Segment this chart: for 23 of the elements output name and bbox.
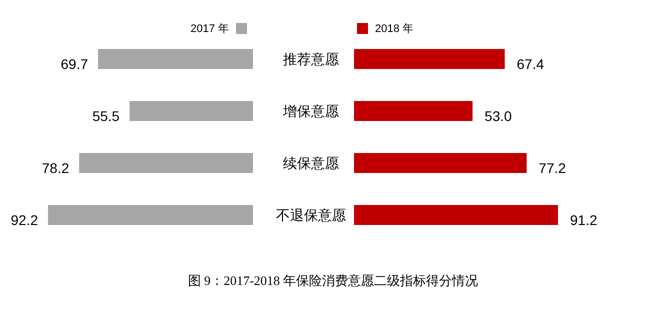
bar bbox=[79, 153, 253, 173]
legend-label: 2017 年 bbox=[190, 22, 229, 36]
bar bbox=[48, 205, 253, 225]
data-label: 78.2 bbox=[42, 160, 70, 176]
data-label: 67.4 bbox=[516, 56, 544, 72]
data-label: 53.0 bbox=[484, 108, 512, 124]
y-tick-label: 续保意愿 bbox=[283, 155, 339, 171]
y-tick-label: 增保意愿 bbox=[282, 103, 339, 119]
bar bbox=[130, 101, 253, 121]
data-label: 92.2 bbox=[10, 212, 38, 228]
legend-label: 2018 年 bbox=[375, 22, 414, 36]
data-label: 91.2 bbox=[570, 212, 598, 228]
y-tick-label: 不退保意愿 bbox=[276, 207, 346, 223]
y-tick-label: 推荐意愿 bbox=[283, 51, 339, 67]
data-label: 77.2 bbox=[538, 160, 566, 176]
data-label: 69.7 bbox=[60, 56, 88, 72]
bar bbox=[354, 101, 473, 121]
data-label: 55.5 bbox=[92, 108, 120, 124]
bar bbox=[354, 205, 558, 225]
bar bbox=[98, 49, 253, 69]
bar bbox=[354, 153, 527, 173]
caption: 图 9：2017-2018 年保险消费意愿二级指标得分情况 bbox=[186, 272, 480, 290]
bar bbox=[354, 49, 505, 69]
